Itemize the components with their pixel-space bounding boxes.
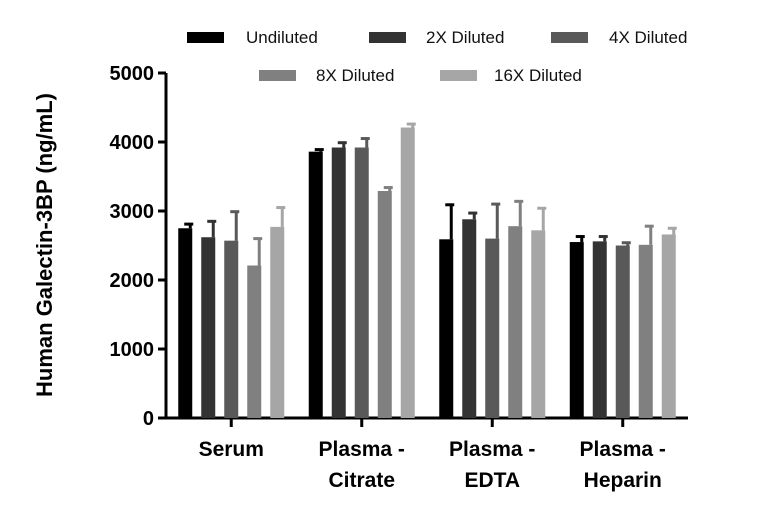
bar	[439, 239, 454, 418]
bar	[592, 241, 607, 418]
x-category-label: Citrate	[328, 469, 395, 492]
bar	[462, 219, 477, 418]
legend-label: Undiluted	[246, 28, 318, 47]
legend-label: 2X Diluted	[426, 28, 504, 47]
x-category-label: EDTA	[464, 469, 520, 492]
y-tick-label: 1000	[110, 339, 155, 361]
bar	[569, 242, 584, 418]
legend-swatch	[369, 32, 406, 43]
axes: 0 1000 2000 3000 4000 5000 Serum Plasma - Citrat…	[110, 63, 688, 492]
legend-swatch	[440, 70, 477, 81]
bar	[331, 147, 346, 418]
x-category-label: Serum	[199, 438, 264, 461]
bar	[485, 238, 500, 418]
bar	[638, 244, 653, 418]
y-tick-label: 3000	[110, 201, 155, 223]
x-category-label: Heparin	[584, 469, 662, 492]
legend-label: 4X Diluted	[609, 28, 687, 47]
bar	[531, 230, 546, 418]
bar	[661, 234, 676, 418]
legend-label: 8X Diluted	[316, 66, 394, 85]
bar	[247, 265, 262, 418]
bar	[354, 147, 369, 418]
legend-swatch	[551, 32, 588, 43]
bar	[201, 237, 216, 418]
legend-swatch	[259, 70, 296, 81]
bar	[508, 226, 523, 418]
legend-swatch	[187, 32, 224, 43]
bar	[400, 127, 415, 418]
bar	[308, 151, 323, 418]
y-tick-label: 4000	[110, 132, 155, 154]
y-tick-label: 2000	[110, 270, 155, 292]
x-category-label: Plasma -	[319, 438, 405, 461]
bar	[270, 226, 285, 418]
bar	[377, 190, 392, 418]
bar	[615, 245, 630, 418]
legend: Undiluted 2X Diluted 4X Diluted 8X Diluted 1…	[187, 28, 687, 85]
bars	[178, 122, 677, 418]
x-category-label: Plasma -	[449, 438, 535, 461]
y-tick-label: 5000	[110, 63, 155, 85]
y-axis-label: Human Galectin-3BP (ng/mL)	[32, 93, 57, 397]
legend-label: 16X Diluted	[494, 66, 582, 85]
bar	[224, 240, 239, 418]
bar	[178, 228, 193, 418]
x-category-label: Plasma -	[580, 438, 666, 461]
y-tick-label: 0	[143, 408, 154, 430]
